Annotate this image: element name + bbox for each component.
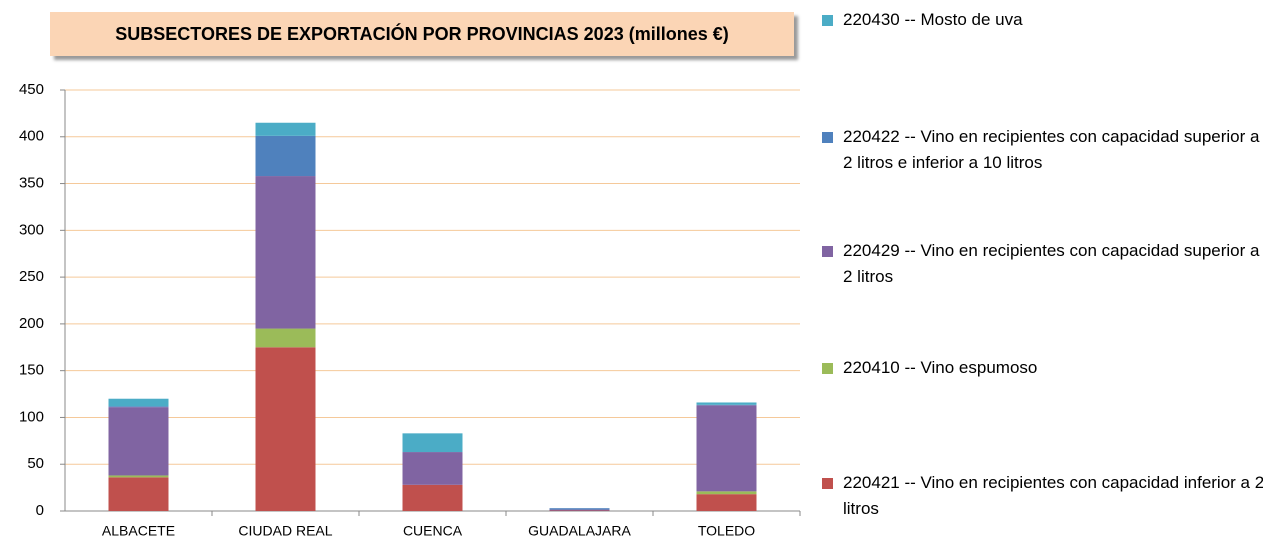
x-tick-label: CIUDAD REAL — [238, 523, 332, 539]
legend-swatch — [822, 246, 833, 257]
bar-segment — [696, 494, 757, 511]
y-tick-label: 100 — [19, 408, 44, 425]
legend-item: 220422 -- Vino en recipientes con capaci… — [822, 124, 1263, 176]
legend-label: 220410 -- Vino espumoso — [843, 358, 1038, 377]
bar-segment — [255, 347, 316, 511]
legend-label: 220429 -- Vino en recipientes con capaci… — [843, 241, 1260, 286]
y-tick-label: 300 — [19, 221, 44, 238]
legend-item: 220421 -- Vino en recipientes con capaci… — [822, 470, 1263, 522]
bar-segment — [402, 433, 463, 453]
bar-segment — [549, 509, 610, 511]
bar-segment — [108, 407, 169, 476]
y-tick-label: 400 — [19, 128, 44, 145]
y-tick-label: 0 — [36, 502, 44, 519]
bar-segment — [696, 491, 757, 495]
bar-segment — [696, 402, 757, 405]
bar-segment — [402, 452, 463, 485]
bar-segment — [255, 176, 316, 329]
legend-swatch — [822, 15, 833, 26]
bar-segment — [402, 484, 463, 511]
bar-segment — [549, 508, 610, 510]
y-tick-label: 350 — [19, 175, 44, 192]
legend-item: 220429 -- Vino en recipientes con capaci… — [822, 238, 1263, 290]
y-tick-label: 250 — [19, 268, 44, 285]
bar-segment — [255, 328, 316, 348]
legend-swatch — [822, 363, 833, 374]
legend-swatch — [822, 132, 833, 143]
x-tick-label: GUADALAJARA — [528, 523, 631, 539]
bar-segment — [255, 122, 316, 136]
x-tick-label: CUENCA — [403, 523, 463, 539]
legend-label: 220430 -- Mosto de uva — [843, 10, 1023, 29]
legend-label: 220422 -- Vino en recipientes con capaci… — [843, 127, 1260, 172]
legend-item: 220410 -- Vino espumoso — [822, 355, 1263, 381]
legend-item: 220430 -- Mosto de uva — [822, 7, 1263, 33]
legend-swatch — [822, 478, 833, 489]
y-tick-label: 150 — [19, 362, 44, 379]
bar-segment — [696, 405, 757, 492]
bar-segment — [108, 398, 169, 407]
legend-label: 220421 -- Vino en recipientes con capaci… — [843, 473, 1263, 518]
bar-segment — [108, 475, 169, 478]
x-tick-label: TOLEDO — [698, 523, 755, 539]
y-tick-label: 450 — [19, 81, 44, 98]
x-tick-label: ALBACETE — [102, 523, 175, 539]
chart-title: SUBSECTORES DE EXPORTACIÓN POR PROVINCIA… — [50, 12, 794, 56]
bar-segment — [108, 406, 169, 408]
bar-segment — [255, 135, 316, 177]
y-tick-label: 200 — [19, 315, 44, 332]
y-tick-label: 50 — [27, 455, 44, 472]
bar-segment — [108, 477, 169, 511]
